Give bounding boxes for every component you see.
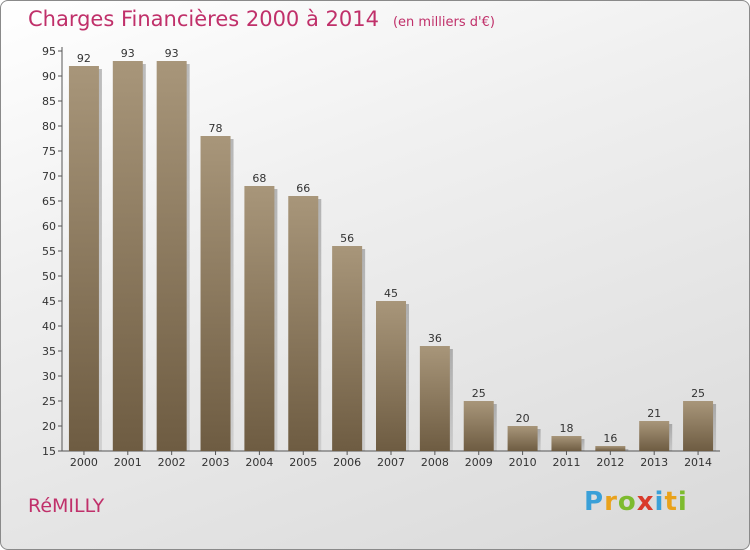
x-tick-label: 2006: [333, 456, 361, 469]
proxiti-logo: Proxiti: [584, 487, 688, 517]
labels-group: 92 93 93 78 68 66 56 45 36 25 20 18 16 21 25: [77, 47, 705, 445]
data-label: 93: [165, 47, 179, 60]
x-tick-label: 2001: [114, 456, 142, 469]
y-tick-label: 20: [42, 420, 56, 433]
data-label: 21: [647, 407, 661, 420]
bars-group: [68, 61, 717, 451]
logo-letter: o: [617, 487, 637, 517]
x-tick-label: 2013: [640, 456, 668, 469]
x-tick-label: 2000: [70, 456, 98, 469]
bar: [288, 196, 319, 451]
data-label: 18: [559, 422, 573, 435]
y-tick-label: 95: [42, 45, 56, 58]
data-label: 16: [603, 432, 617, 445]
commune-name: RéMILLY: [28, 495, 105, 517]
data-label: 45: [384, 287, 398, 300]
axes: 15 20 25 30 35 40 45 50 55 60 65 70 75 80 85 90 95 2000 20…: [42, 45, 720, 469]
data-label: 66: [296, 182, 310, 195]
data-label: 78: [209, 122, 223, 135]
bar: [507, 426, 538, 451]
bar: [419, 346, 450, 451]
chart-title-block: Charges Financières 2000 à 2014 (en milli…: [28, 7, 495, 31]
bar: [68, 66, 99, 451]
x-tick-label: 2009: [465, 456, 493, 469]
x-tick-label: 2014: [684, 456, 712, 469]
y-tick-label: 75: [42, 145, 56, 158]
logo-letter: i: [677, 487, 688, 517]
y-tick-label: 55: [42, 245, 56, 258]
x-tick-label: 2005: [289, 456, 317, 469]
bar: [376, 301, 406, 451]
y-tick-label: 85: [42, 95, 56, 108]
data-label: 20: [516, 412, 530, 425]
data-label: 56: [340, 232, 354, 245]
data-label: 93: [121, 47, 135, 60]
logo-letter: P: [584, 487, 605, 517]
bar: [156, 61, 187, 451]
bar: [463, 401, 494, 451]
bar: [683, 401, 714, 451]
y-tick-label: 70: [42, 170, 56, 183]
x-tick-label: 2011: [552, 456, 580, 469]
data-label: 25: [472, 387, 486, 400]
y-tick-label: 45: [42, 295, 56, 308]
bar: [244, 186, 275, 451]
chart-title: Charges Financières 2000 à 2014: [28, 7, 379, 31]
bar: [595, 446, 626, 451]
x-tick-label: 2008: [421, 456, 449, 469]
data-label: 36: [428, 332, 442, 345]
bar: [332, 246, 363, 451]
y-tick-label: 30: [42, 370, 56, 383]
x-tick-label: 2012: [596, 456, 624, 469]
y-tick-label: 50: [42, 270, 56, 283]
y-tick-label: 35: [42, 345, 56, 358]
y-tick-label: 90: [42, 70, 56, 83]
bar: [112, 61, 143, 451]
y-tick-label: 25: [42, 395, 56, 408]
x-tick-label: 2010: [509, 456, 537, 469]
bar: [639, 421, 670, 451]
y-tick-label: 65: [42, 195, 56, 208]
x-tick-label: 2003: [202, 456, 230, 469]
y-tick-label: 15: [42, 445, 56, 458]
data-label: 92: [77, 52, 91, 65]
x-tick-label: 2002: [158, 456, 186, 469]
logo-letter: r: [604, 487, 618, 517]
y-tick-label: 80: [42, 120, 56, 133]
x-tick-label: 2004: [245, 456, 273, 469]
bar: [200, 136, 231, 451]
bar: [551, 436, 582, 451]
data-label: 68: [252, 172, 266, 185]
y-tick-label: 40: [42, 320, 56, 333]
logo-letter: x: [636, 487, 655, 517]
x-tick-label: 2007: [377, 456, 405, 469]
logo-letter: i: [654, 487, 665, 517]
unit-note: (en milliers d'€): [392, 15, 495, 30]
logo-letter: t: [664, 487, 678, 517]
y-tick-label: 60: [42, 220, 56, 233]
data-label: 25: [691, 387, 705, 400]
